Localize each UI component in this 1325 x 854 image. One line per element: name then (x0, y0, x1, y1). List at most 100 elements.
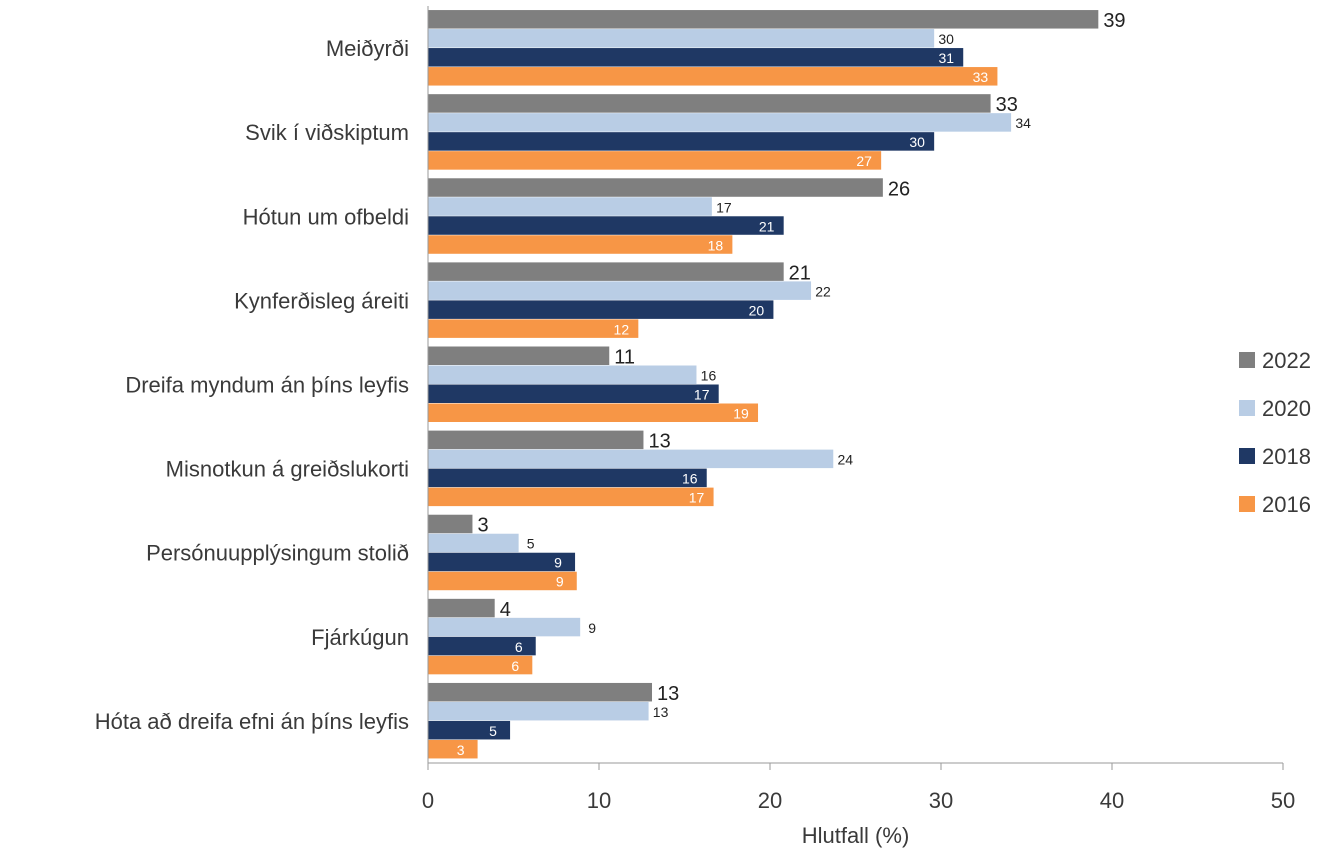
bar-2018 (428, 216, 784, 235)
axes-group: 0 10 20 30 40 50 (422, 6, 1295, 813)
x-tick-label: 40 (1100, 788, 1124, 813)
data-label-2018: 17 (694, 387, 710, 403)
category-label: Svik í viðskiptum (245, 120, 409, 145)
data-label-2022: 4 (500, 599, 511, 621)
bar-2020 (428, 29, 935, 48)
bar-2018 (428, 468, 707, 488)
bar-2016 (428, 655, 533, 675)
data-label-2022: 26 (888, 178, 910, 200)
data-label-2022: 33 (996, 94, 1018, 116)
legend-swatch-2020 (1239, 400, 1255, 416)
data-label-2016: 19 (733, 406, 749, 422)
bar-2022 (428, 430, 644, 450)
bar-2020 (428, 113, 1012, 132)
bar-2018 (428, 636, 536, 656)
data-label-2016: 17 (689, 490, 705, 506)
data-label-2022: 39 (1103, 10, 1125, 32)
bar-2022 (428, 682, 653, 702)
data-label-2022: 21 (789, 262, 811, 284)
data-label-2016: 12 (614, 321, 630, 337)
data-label-2018: 21 (759, 218, 775, 234)
category-labels: Meiðyrði Svik í viðskiptum Hótun um ofbeld… (95, 36, 409, 734)
bar-2016 (428, 403, 759, 422)
bar-2016 (428, 319, 639, 338)
data-label-2022: 13 (657, 683, 679, 705)
data-label-2020: 13 (653, 704, 669, 720)
category-label: Kynferðisleg áreiti (234, 288, 409, 313)
bar-2018 (428, 300, 774, 319)
bar-2022 (428, 262, 784, 281)
bar-2020 (428, 365, 697, 384)
bar-2018 (428, 552, 576, 572)
data-label-2020: 30 (938, 31, 954, 47)
data-label-2020: 9 (588, 620, 596, 636)
data-label-2018: 9 (554, 555, 562, 571)
bar-2020 (428, 701, 649, 721)
x-tick-label: 0 (422, 788, 434, 813)
data-label-2018: 5 (489, 723, 497, 739)
bar-2020 (428, 281, 812, 300)
bars-group: 3930313333343027261721182122201211161719… (428, 10, 1126, 759)
data-label-2022: 13 (648, 431, 670, 453)
x-tick-label: 30 (929, 788, 953, 813)
bar-2022 (428, 514, 473, 534)
bar-2016 (428, 571, 577, 591)
x-tick-label: 10 (587, 788, 611, 813)
data-label-2020: 22 (815, 283, 831, 299)
data-label-2018: 20 (749, 302, 765, 318)
legend-swatch-2016 (1239, 496, 1255, 512)
legend-swatch-2022 (1239, 352, 1255, 368)
bar-2018 (428, 384, 719, 403)
data-label-2018: 30 (909, 134, 925, 150)
data-label-2020: 17 (716, 199, 732, 215)
bar-2018 (428, 48, 964, 67)
bar-2020 (428, 197, 712, 216)
bar-2022 (428, 346, 610, 365)
data-label-2020: 5 (527, 536, 535, 552)
data-label-2020: 34 (1015, 115, 1031, 131)
legend: 2022 2020 2018 2016 (1239, 348, 1311, 517)
bar-2020 (428, 449, 834, 469)
data-label-2022: 11 (614, 347, 635, 369)
category-label: Fjárkúgun (311, 625, 409, 650)
data-label-2016: 18 (708, 237, 724, 253)
bar-2016 (428, 487, 714, 507)
category-label: Dreifa myndum án þíns leyfis (125, 373, 409, 398)
legend-label-2022: 2022 (1262, 348, 1311, 373)
data-label-2016: 3 (457, 742, 465, 758)
x-axis-title: Hlutfall (%) (802, 823, 910, 848)
category-label: Misnotkun á greiðslukorti (166, 457, 409, 482)
x-tick-label: 20 (758, 788, 782, 813)
legend-label-2018: 2018 (1262, 444, 1311, 469)
data-label-2018: 6 (515, 639, 523, 655)
bar-2022 (428, 598, 495, 618)
data-label-2022: 3 (477, 515, 488, 537)
data-label-2016: 6 (511, 658, 519, 674)
category-label: Hóta að dreifa efni án þíns leyfis (95, 709, 409, 734)
legend-swatch-2018 (1239, 448, 1255, 464)
bar-2020 (428, 533, 519, 553)
data-label-2018: 16 (682, 471, 698, 487)
category-label: Persónuupplýsingum stolið (146, 541, 409, 566)
data-label-2016: 33 (973, 69, 989, 85)
bar-2016 (428, 739, 478, 759)
legend-label-2020: 2020 (1262, 396, 1311, 421)
bar-2022 (428, 94, 991, 113)
category-label: Meiðyrði (326, 36, 409, 61)
bar-2022 (428, 178, 883, 197)
category-label: Hótun um ofbeldi (243, 204, 409, 229)
legend-label-2016: 2016 (1262, 492, 1311, 517)
bar-2018 (428, 132, 935, 151)
data-label-2016: 27 (856, 153, 872, 169)
data-label-2018: 31 (938, 50, 954, 66)
bar-2016 (428, 235, 733, 254)
bar-2016 (428, 67, 998, 86)
x-tick-label: 50 (1271, 788, 1295, 813)
data-label-2020: 24 (837, 452, 853, 468)
bar-2016 (428, 151, 882, 170)
bar-2020 (428, 617, 581, 637)
bar-2022 (428, 10, 1099, 29)
data-label-2016: 9 (556, 574, 564, 590)
data-label-2020: 16 (701, 368, 717, 384)
